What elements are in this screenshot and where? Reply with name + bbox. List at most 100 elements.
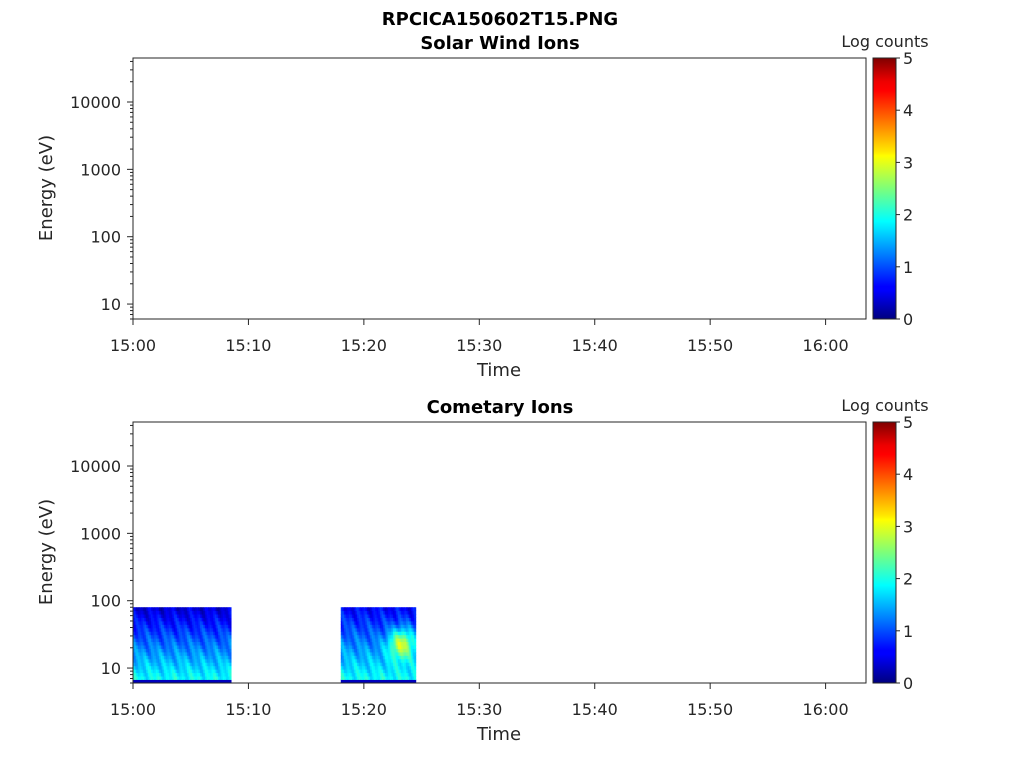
heatmap-cell [392,655,396,660]
heatmap-cell [383,617,386,622]
heatmap-cell [190,641,193,646]
heatmap-cell [155,627,158,632]
heatmap-cell [206,655,209,660]
heatmap-cell [183,638,186,643]
heatmap-cell [402,669,405,674]
heatmap-cell [401,645,404,649]
heatmap-cell [409,645,412,649]
heatmap-cell [175,645,178,649]
heatmap-cell [224,679,227,684]
heatmap-cell [366,627,369,632]
heatmap-cell [216,621,219,625]
heatmap-cell [206,638,209,643]
heatmap-cell [391,652,394,656]
heatmap-cell [162,641,165,646]
heatmap-cell [160,645,163,649]
heatmap-cell [384,624,387,629]
heatmap-cell [388,621,391,625]
heatmap-cell [348,672,351,677]
heatmap-cell [410,607,413,612]
heatmap-cell [381,638,384,643]
heatmap-cell [137,631,140,636]
heatmap-cell [136,669,139,674]
heatmap-cell [414,662,417,667]
heatmap-cell [209,645,212,649]
heatmap-cell [178,641,181,646]
heatmap-cell [216,662,219,667]
heatmap-cell [136,631,139,636]
heatmap-cell [183,645,186,649]
heatmap-cell [167,662,170,667]
heatmap-cell [160,617,163,622]
heatmap-cell [229,638,232,643]
heatmap-cell [201,614,204,618]
heatmap-cell [218,631,221,636]
heatmap-cell [154,610,157,615]
heatmap-cell [183,624,186,629]
heatmap-cell [190,652,193,656]
heatmap-cell [186,676,189,680]
heatmap-cell [165,669,168,674]
heatmap-cell [150,665,154,670]
heatmap-cell [154,672,157,677]
heatmap-cell [355,610,358,615]
y-tick-label: 10000 [70,457,121,476]
heatmap-cell [216,614,219,618]
heatmap-cell [173,634,176,639]
heatmap-cell [201,627,204,632]
heatmap-cell [146,617,149,622]
heatmap-cell [378,607,381,612]
heatmap-cell [414,641,417,646]
heatmap-cell [350,648,353,653]
heatmap-cell [350,672,353,677]
heatmap-cell [224,614,227,618]
heatmap-cell [175,617,178,622]
heatmap-cell [360,610,363,615]
heatmap-cell [406,634,409,639]
heatmap-cell [347,662,350,667]
heatmap-cell [164,607,167,612]
heatmap-cell [401,617,404,622]
heatmap-cell [162,614,165,618]
heatmap-cell [340,655,343,660]
heatmap-cell [139,679,142,684]
heatmap-cell [219,648,222,653]
heatmap-cell [373,662,376,667]
heatmap-cell [160,638,163,643]
heatmap-cell [224,662,227,667]
heatmap-cell [399,652,402,656]
heatmap-cell [378,679,381,684]
heatmap-cell [392,676,396,680]
heatmap-cell [216,652,219,656]
heatmap-cell [363,655,366,660]
heatmap-cell [221,641,224,646]
heatmap-cell [412,679,415,684]
heatmap-cell [379,624,382,629]
heatmap-cell [200,607,203,612]
heatmap-cell [365,627,368,632]
heatmap-cell [180,665,183,670]
heatmap-cell [373,631,376,636]
heatmap-cell [213,676,216,680]
heatmap-cell [182,621,185,625]
heatmap-cell [149,617,152,622]
heatmap-cell [134,621,137,625]
heatmap-cell [379,607,382,612]
heatmap-cell [133,679,136,684]
heatmap-cell [180,679,183,684]
heatmap-cell [213,672,216,677]
heatmap-cell [392,638,396,643]
heatmap-cell [368,655,371,660]
heatmap-cell [355,652,358,656]
heatmap-cell [396,627,399,632]
heatmap-cell [409,676,412,680]
heatmap-cell [379,638,382,643]
heatmap-cell [204,607,207,612]
heatmap-cell [406,658,409,663]
heatmap-cell [211,658,214,663]
heatmap-cell [383,652,386,656]
heatmap-cell [200,627,203,632]
heatmap-cell [224,617,227,622]
heatmap-cell [133,638,136,643]
heatmap-cell [348,614,351,618]
